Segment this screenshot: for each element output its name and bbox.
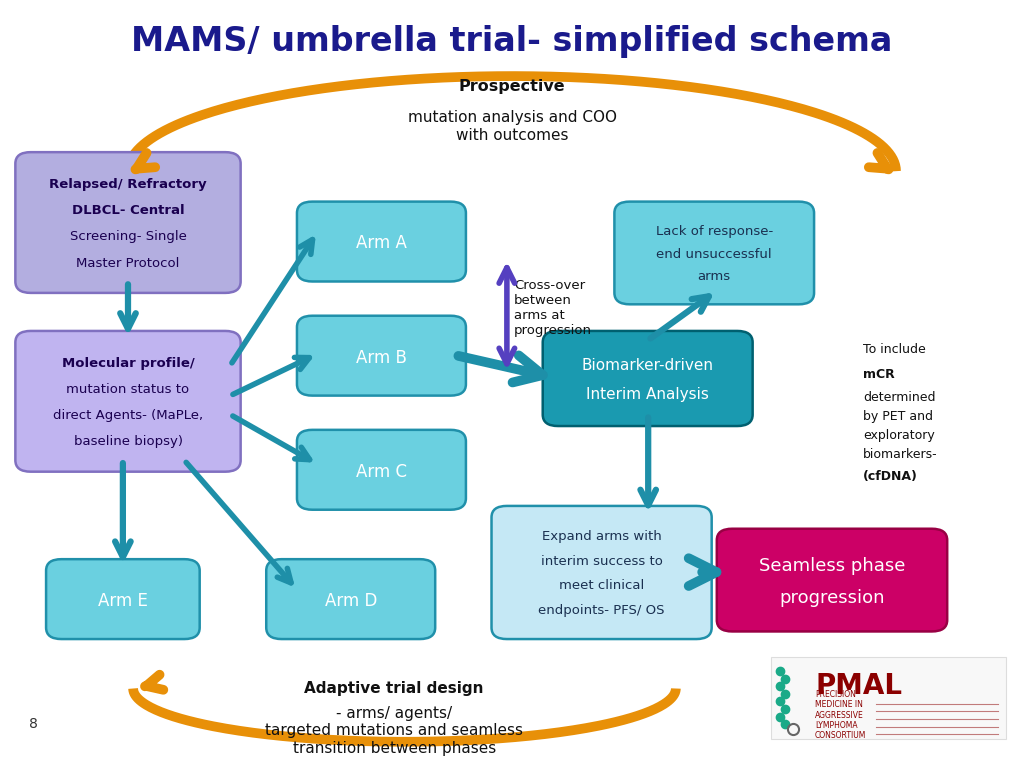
Text: mutation analysis and COO
with outcomes: mutation analysis and COO with outcomes [408, 111, 616, 143]
Text: Arm C: Arm C [356, 462, 407, 481]
Text: progression: progression [779, 588, 885, 607]
Text: exploratory: exploratory [863, 429, 935, 442]
Text: Seamless phase: Seamless phase [759, 557, 905, 574]
Text: interim success to: interim success to [541, 555, 663, 568]
Text: (cfDNA): (cfDNA) [863, 470, 919, 483]
Text: meet clinical: meet clinical [559, 580, 644, 592]
FancyBboxPatch shape [266, 559, 435, 639]
Text: Molecular profile/: Molecular profile/ [61, 357, 195, 370]
Text: 8: 8 [29, 717, 38, 731]
FancyBboxPatch shape [717, 528, 947, 631]
FancyBboxPatch shape [15, 152, 241, 293]
Text: by PET and: by PET and [863, 410, 933, 423]
Text: Relapsed/ Refractory: Relapsed/ Refractory [49, 178, 207, 191]
FancyBboxPatch shape [614, 202, 814, 304]
Text: direct Agents- (MaPLe,: direct Agents- (MaPLe, [53, 409, 203, 422]
FancyBboxPatch shape [46, 559, 200, 639]
Text: - arms/ agents/
targeted mutations and seamless
transition between phases: - arms/ agents/ targeted mutations and s… [265, 706, 523, 756]
Text: endpoints- PFS/ OS: endpoints- PFS/ OS [539, 604, 665, 617]
FancyBboxPatch shape [543, 331, 753, 426]
Text: Arm A: Arm A [356, 234, 407, 253]
Text: arms: arms [697, 270, 731, 283]
Text: PMAL: PMAL [815, 672, 902, 700]
FancyBboxPatch shape [492, 506, 712, 639]
Text: Biomarker-driven: Biomarker-driven [582, 358, 714, 373]
Text: Adaptive trial design: Adaptive trial design [304, 681, 484, 696]
Text: PRECISION
MEDICINE IN
AGGRESSIVE
LYMPHOMA
CONSORTIUM: PRECISION MEDICINE IN AGGRESSIVE LYMPHOM… [815, 690, 866, 740]
Text: To include: To include [863, 343, 926, 356]
Text: Arm D: Arm D [325, 592, 377, 610]
Text: baseline biopsy): baseline biopsy) [74, 435, 182, 449]
Text: mutation status to: mutation status to [67, 383, 189, 396]
Text: end unsuccessful: end unsuccessful [656, 247, 772, 260]
Text: Cross-over
between
arms at
progression: Cross-over between arms at progression [514, 279, 592, 337]
Text: determined: determined [863, 392, 936, 405]
FancyBboxPatch shape [297, 316, 466, 396]
Text: Interim Analysis: Interim Analysis [587, 387, 709, 402]
Text: MAMS/ umbrella trial- simplified schema: MAMS/ umbrella trial- simplified schema [131, 25, 893, 58]
Text: Screening- Single: Screening- Single [70, 230, 186, 243]
FancyBboxPatch shape [771, 657, 1006, 740]
Text: Lack of response-: Lack of response- [655, 225, 773, 238]
Text: Prospective: Prospective [459, 78, 565, 94]
Text: DLBCL- Central: DLBCL- Central [72, 204, 184, 217]
FancyBboxPatch shape [297, 202, 466, 282]
FancyBboxPatch shape [15, 331, 241, 472]
Text: mCR: mCR [863, 368, 895, 381]
Text: Arm B: Arm B [356, 349, 407, 366]
FancyBboxPatch shape [297, 430, 466, 510]
Text: Master Protocol: Master Protocol [77, 257, 179, 270]
Text: Expand arms with: Expand arms with [542, 531, 662, 544]
Text: Arm E: Arm E [98, 592, 147, 610]
Text: biomarkers-: biomarkers- [863, 449, 938, 462]
